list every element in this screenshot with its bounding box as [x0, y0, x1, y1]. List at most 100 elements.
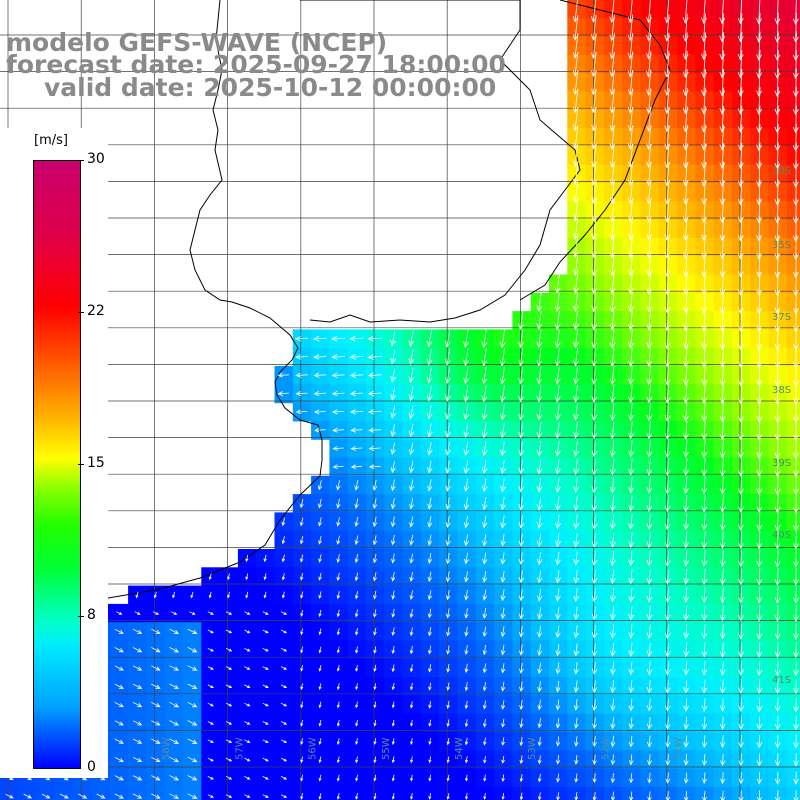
wind-arrow — [500, 422, 506, 439]
wind-arrow — [187, 665, 198, 671]
wind-arrow — [536, 496, 543, 511]
wind-arrow — [756, 716, 763, 731]
wind-arrow — [169, 775, 180, 781]
wind-arrow — [591, 532, 598, 548]
wind-arrow — [445, 534, 451, 547]
wind-arrow — [683, 735, 689, 748]
wind-arrow — [628, 587, 635, 603]
wind-arrow — [59, 793, 69, 799]
wind-arrow — [428, 774, 432, 782]
wind-arrow — [609, 218, 616, 241]
wind-arrow — [719, 642, 726, 658]
wind-arrow — [774, 309, 781, 333]
wind-arrow — [500, 644, 506, 656]
wind-arrow — [354, 498, 359, 509]
wind-arrow — [591, 181, 598, 204]
wind-arrow — [262, 666, 269, 670]
wind-arrow — [482, 515, 488, 529]
wind-arrow — [426, 423, 433, 438]
wind-arrow — [719, 198, 726, 224]
wind-arrow — [664, 273, 671, 296]
wind-arrow — [262, 757, 269, 762]
wind-arrow — [499, 348, 506, 367]
wind-arrow — [629, 772, 634, 784]
wind-arrow — [756, 605, 763, 622]
wind-arrow — [300, 701, 304, 709]
wind-cell — [183, 786, 202, 800]
wind-arrow — [572, 163, 579, 186]
wind-arrow — [500, 589, 506, 602]
wind-arrow — [573, 366, 580, 385]
wind-arrow — [555, 514, 561, 530]
wind-arrow — [463, 366, 470, 385]
wind-arrow — [463, 441, 470, 457]
wind-arrow — [574, 773, 579, 783]
wind-arrow — [774, 12, 781, 43]
wind-arrow — [372, 535, 378, 546]
wind-arrow — [464, 700, 469, 710]
wind-arrow — [647, 735, 653, 748]
wind-arrow — [518, 329, 524, 349]
wind-arrow — [536, 533, 543, 548]
wind-cell — [786, 384, 800, 404]
wind-arrow — [737, 309, 744, 333]
wind-arrow — [318, 701, 322, 709]
wind-arrow — [408, 349, 415, 366]
wind-arrow — [609, 199, 616, 223]
wind-arrow — [609, 347, 616, 367]
wind-arrow — [428, 645, 432, 655]
wind-arrow — [719, 698, 726, 712]
wind-arrow — [774, 105, 781, 134]
wind-arrow — [262, 702, 269, 707]
wind-arrow — [792, 142, 799, 170]
wind-arrow — [391, 701, 395, 709]
wind-cell — [786, 146, 800, 166]
wind-arrow — [573, 422, 580, 439]
wind-arrow — [664, 587, 671, 603]
wind-arrow — [518, 347, 524, 367]
wind-arrow — [373, 793, 377, 800]
wind-arrow — [368, 464, 381, 470]
wind-arrow — [719, 254, 726, 278]
wind-arrow — [792, 456, 799, 478]
wind-arrow — [774, 0, 781, 25]
wind-arrow — [318, 719, 322, 727]
wind-arrow — [465, 793, 469, 800]
wind-arrow — [610, 643, 616, 658]
wind-cell — [786, 603, 800, 623]
wind-arrow — [555, 643, 561, 657]
wind-arrow — [719, 217, 726, 242]
wind-arrow — [172, 591, 176, 599]
wind-arrow — [610, 773, 616, 784]
wind-arrow — [609, 587, 616, 603]
wind-arrow — [481, 422, 488, 439]
wind-arrow — [793, 586, 799, 604]
wind-arrow — [355, 719, 359, 727]
wind-arrow — [262, 776, 269, 780]
longitude-label: 56W — [308, 737, 319, 760]
wind-arrow — [701, 735, 708, 748]
wind-arrow — [664, 661, 671, 676]
wind-arrow — [627, 273, 634, 295]
wind-arrow — [132, 720, 143, 726]
wind-arrow — [537, 625, 543, 638]
wind-arrow — [355, 793, 359, 800]
wind-arrow — [390, 349, 397, 365]
wind-arrow — [756, 161, 763, 188]
wind-arrow — [610, 717, 616, 730]
wind-arrow — [719, 661, 726, 676]
coastline-path — [0, 0, 323, 619]
wind-arrow — [664, 679, 671, 694]
wind-arrow — [262, 684, 269, 688]
wind-arrow — [446, 663, 451, 673]
wind-arrow — [354, 516, 359, 527]
wind-arrow — [300, 793, 304, 800]
wind-arrow — [390, 386, 397, 401]
wind-cell — [256, 786, 276, 800]
wind-arrow — [792, 31, 799, 62]
wind-arrow — [518, 625, 524, 638]
wind-arrow — [591, 551, 598, 566]
wind-arrow — [132, 738, 143, 744]
wind-arrow — [555, 606, 561, 621]
wind-arrow — [756, 568, 763, 586]
